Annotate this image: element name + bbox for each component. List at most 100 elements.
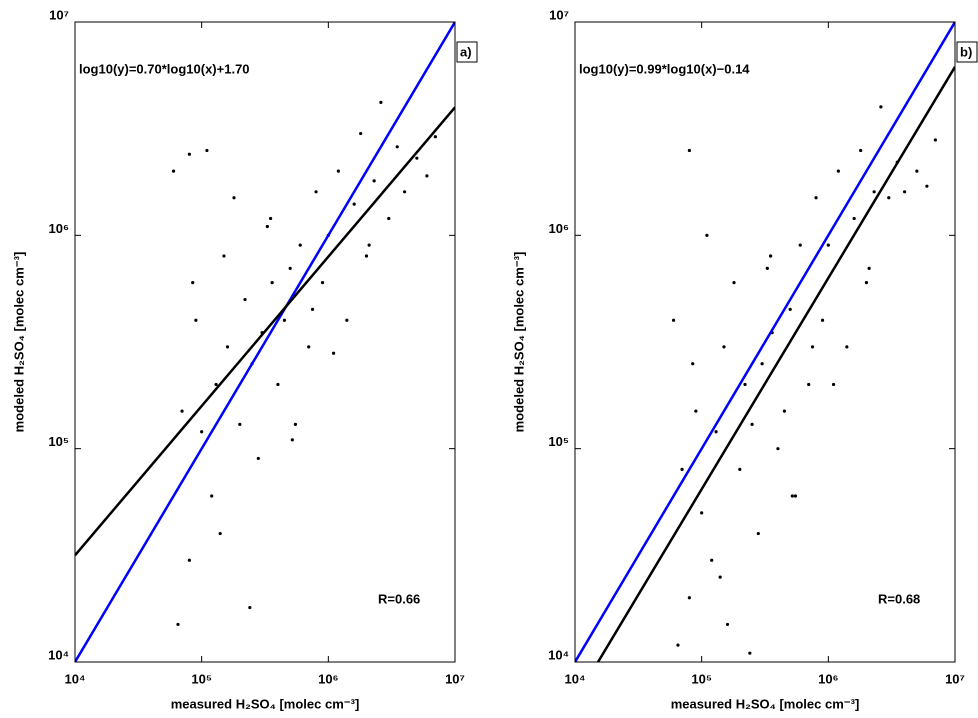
point	[768, 254, 773, 258]
point	[187, 558, 191, 562]
point	[814, 196, 818, 200]
point	[836, 169, 840, 173]
point	[887, 196, 891, 200]
point	[265, 224, 269, 229]
point	[288, 266, 292, 270]
point	[248, 605, 252, 610]
point	[222, 254, 226, 258]
x-tick-label: 10⁷	[945, 671, 965, 686]
point	[756, 531, 760, 536]
point	[256, 456, 260, 461]
equation: log10(y)=0.99*log10(x)−0.14	[579, 61, 750, 76]
point	[307, 345, 311, 349]
point	[852, 216, 856, 221]
point	[826, 243, 830, 247]
x-tick-label: 10⁷	[445, 671, 465, 686]
point	[205, 148, 209, 153]
point	[200, 430, 204, 434]
point	[793, 494, 798, 498]
point	[218, 531, 222, 536]
point	[210, 494, 214, 498]
x-tick-label: 10⁶	[818, 671, 838, 686]
point	[372, 179, 376, 183]
point	[176, 622, 180, 627]
point	[743, 382, 747, 387]
point	[915, 169, 919, 173]
point	[191, 281, 195, 285]
point	[710, 558, 714, 562]
x-tick-label: 10⁴	[565, 671, 586, 686]
point	[872, 190, 876, 194]
point	[705, 233, 709, 237]
point	[180, 409, 184, 413]
point	[732, 281, 736, 285]
point	[225, 345, 230, 349]
point	[232, 196, 236, 200]
point	[831, 382, 836, 387]
point	[268, 216, 273, 221]
point	[691, 362, 695, 366]
r-label: R=0.68	[878, 591, 920, 606]
y-axis-label: modeled H₂SO₄ [molec cm⁻³]	[11, 252, 26, 433]
point	[320, 281, 325, 285]
point	[687, 148, 691, 153]
equation: log10(y)=0.70*log10(x)+1.70	[79, 61, 250, 76]
panel-label-box	[956, 41, 978, 63]
y-tick-label: 10⁵	[548, 434, 569, 449]
point	[671, 318, 676, 322]
point	[336, 169, 340, 173]
point	[364, 254, 369, 258]
point	[933, 138, 937, 142]
point	[788, 307, 792, 311]
point	[238, 422, 242, 426]
y-tick-label: 10⁶	[49, 221, 69, 236]
point	[845, 345, 849, 349]
fit-line	[575, 22, 955, 662]
point	[820, 318, 825, 322]
point	[298, 243, 302, 247]
fit-line	[75, 106, 455, 557]
point	[293, 422, 298, 426]
point	[790, 494, 794, 498]
plot-frame	[74, 21, 456, 663]
point	[750, 422, 754, 426]
point	[810, 345, 815, 349]
point	[415, 156, 419, 160]
point	[718, 575, 722, 579]
y-tick-label: 10⁷	[49, 7, 69, 22]
point	[687, 596, 691, 600]
point	[402, 190, 407, 194]
panel-label: a)	[460, 44, 472, 59]
point	[765, 266, 769, 270]
point	[387, 216, 391, 221]
point	[194, 318, 198, 322]
point	[331, 351, 336, 355]
point	[310, 307, 315, 311]
point	[879, 105, 883, 109]
point	[676, 643, 680, 647]
point	[345, 318, 349, 322]
point	[925, 184, 929, 188]
point	[680, 467, 684, 471]
point	[864, 281, 869, 285]
point	[433, 135, 437, 139]
y-tick-label: 10⁶	[549, 221, 569, 236]
y-tick-label: 10⁴	[48, 647, 69, 662]
point	[270, 281, 274, 285]
point	[367, 243, 371, 247]
point	[722, 345, 726, 349]
point	[807, 382, 811, 387]
point	[859, 148, 863, 153]
point	[352, 202, 356, 206]
point	[171, 169, 176, 173]
point	[714, 430, 718, 434]
point	[359, 131, 363, 136]
point	[902, 190, 907, 194]
y-tick-label: 10⁷	[549, 7, 569, 22]
point	[187, 152, 191, 156]
point	[700, 511, 704, 515]
plot-frame	[574, 21, 956, 663]
point	[290, 438, 294, 442]
point	[782, 409, 787, 413]
